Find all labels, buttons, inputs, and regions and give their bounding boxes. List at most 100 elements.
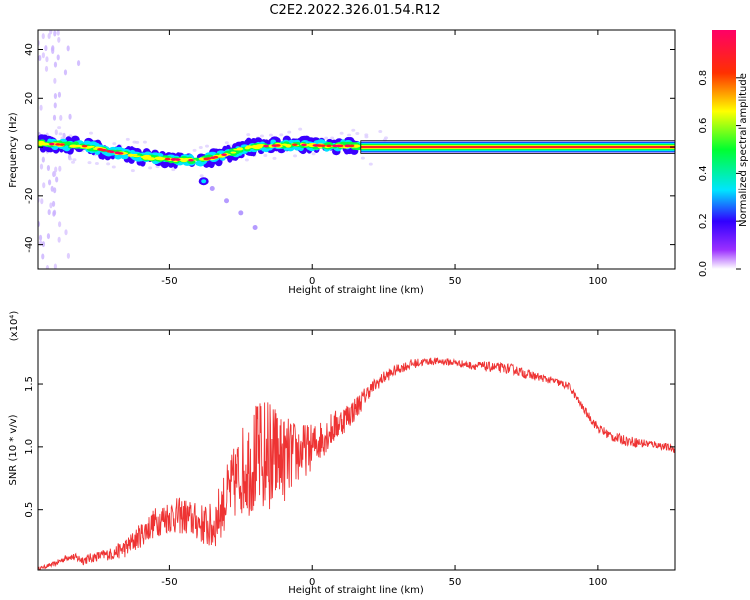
spectrogram-noise-blob	[89, 131, 94, 135]
spectrogram-noise-blob	[311, 152, 316, 156]
spectrogram-branch-blob	[224, 198, 230, 204]
spectrogram-peak-blob	[114, 151, 121, 155]
spectrogram-peak-blob	[221, 153, 227, 157]
colorbar: 0.0 0.2 0.4 0.6 0.8 Normalized spectral ampl…	[698, 30, 749, 277]
spectrogram-noise-blob	[198, 145, 203, 149]
spectrogram-panel: -50 0 50 100 -40 -20 0 20 40 Height of straight…	[8, 29, 676, 296]
spectrogram-noise-blob	[130, 169, 135, 173]
spectrogram-noise-blob	[47, 209, 51, 216]
spectrogram-noise-blob	[298, 127, 303, 131]
spectrogram-noise-blob	[57, 236, 61, 243]
spectrogram-noise-blob	[53, 61, 58, 68]
spectrogram-ridge-blob	[131, 153, 138, 156]
snr-x-ticks: -50 0 50 100	[161, 330, 607, 588]
spectrogram-noise-blob	[46, 233, 51, 240]
colorbar-tick-label: 0.2	[698, 213, 709, 229]
spectrogram-noise-blob	[111, 165, 116, 169]
spectrogram-noise-blob	[53, 263, 57, 269]
spectrogram-noise-blob	[41, 33, 45, 40]
spectrogram-noise-blob	[171, 168, 176, 172]
spectrogram-x-ticks: -50 0 50 100	[161, 30, 607, 287]
snr-frame	[37, 329, 676, 571]
spectrogram-noise-blob	[263, 153, 268, 157]
x-tick-label: 0	[309, 276, 315, 287]
spectrogram-noise-blob	[355, 132, 360, 136]
spectrogram-ridge-blob	[87, 145, 95, 148]
spectrogram-peak-blob	[108, 150, 115, 154]
spectrogram-noise-blob	[58, 132, 63, 136]
spectrogram-noise-blob	[46, 164, 51, 171]
spectrogram-noise-blob	[244, 158, 249, 162]
y-tick-label: -40	[24, 236, 35, 252]
spectrogram-ridge-blob	[230, 151, 237, 154]
spectrogram-noise-blob	[41, 253, 45, 260]
spectrogram-noise-blob	[94, 161, 99, 165]
spectrogram-noise-blob	[44, 65, 49, 72]
y-tick-label: 0	[24, 144, 35, 150]
spectrogram-noise-blob	[53, 187, 57, 194]
spectrogram-branch-blob	[252, 225, 258, 231]
spectrogram-noise-blob	[58, 221, 62, 228]
spectrogram-noise-blob	[192, 148, 197, 152]
spectrogram-ridge-blob	[62, 146, 69, 151]
spectrogram-branch-core	[201, 179, 207, 184]
colorbar-tick-label: 0.4	[698, 165, 709, 181]
spectrogram-noise-blob	[49, 202, 53, 209]
x-tick-label: 50	[449, 577, 462, 588]
y-tick-label: 1.0	[24, 439, 35, 455]
spectrogram-noise-blob	[52, 114, 57, 121]
spectrogram-noise-blob	[39, 240, 43, 247]
spectrogram-peak-blob	[320, 144, 326, 147]
spectrogram-stripe-core	[360, 145, 675, 149]
spectrogram-y-ticks: -40 -20 0 20 40	[24, 43, 675, 253]
spectrogram-noise-blob	[47, 32, 51, 39]
spectrogram-noise-blob	[56, 54, 60, 61]
spectrogram-peak-blob	[312, 144, 319, 147]
spectrogram-noise-blob	[71, 160, 76, 164]
y-tick-label: -20	[24, 188, 35, 204]
spectrogram-noise-blob	[44, 45, 48, 52]
spectrogram-noise-blob	[351, 128, 356, 132]
spectrogram-noise-blob	[57, 126, 62, 130]
spectrogram-y-label: Frequency (Hz)	[8, 112, 19, 188]
spectrogram-x-label: Height of straight line (km)	[288, 285, 424, 296]
spectrogram-noise-blob	[45, 265, 50, 269]
spectrogram-noise-blob	[41, 156, 45, 163]
snr-x-label: Height of straight line (km)	[288, 585, 424, 596]
x-tick-label: 100	[588, 577, 607, 588]
x-tick-label: 0	[309, 577, 315, 588]
spectrogram-noise-blob	[293, 154, 298, 158]
spectrogram-peak-blob	[271, 144, 278, 147]
y-tick-label: 0.5	[24, 502, 35, 518]
spectrogram-noise-blob	[378, 130, 383, 134]
spectrogram-noise-blob	[55, 176, 59, 183]
spectrogram-stripe-border	[360, 140, 675, 154]
y-tick-label: 20	[24, 92, 35, 105]
spectrogram-noise-blob	[56, 30, 60, 36]
spectrogram-noise-blob	[279, 133, 284, 137]
spectrogram-peak-blob	[291, 143, 298, 147]
spectrogram-noise-blob	[39, 104, 43, 111]
snr-y-multiplier: (x10⁴)	[9, 311, 20, 342]
spectrogram-noise-blob	[224, 141, 229, 145]
spectrogram-peak-blob	[326, 144, 332, 148]
spectrogram-peak-blob	[344, 144, 351, 148]
chart-title: C2E2.2022.326.01.54.R12	[269, 3, 440, 18]
spectrogram-noise-blob	[199, 174, 204, 178]
spectrogram-ridge-blob	[41, 142, 50, 146]
spectrogram-ridge-blob	[256, 144, 263, 147]
y-tick-label: 1.5	[24, 376, 35, 392]
spectrogram-noise-blob	[47, 179, 52, 186]
spectrogram-ridge-blob	[69, 144, 78, 148]
spectrogram-noise-blob	[53, 102, 57, 109]
spectrogram-noise-blob	[54, 129, 58, 136]
spectrogram-peak-blob	[332, 144, 338, 148]
spectrogram-noise-blob	[204, 144, 209, 148]
spectrogram-noise-blob	[347, 133, 352, 137]
spectrogram-noise-blob	[368, 162, 373, 166]
spectrogram-noise-blob	[76, 60, 81, 67]
spectrogram-noise-blob	[68, 113, 72, 120]
spectrogram-noise-blob	[135, 140, 140, 144]
spectrogram-noise-blob	[125, 137, 130, 141]
spectrogram-noise-blob	[106, 162, 111, 166]
